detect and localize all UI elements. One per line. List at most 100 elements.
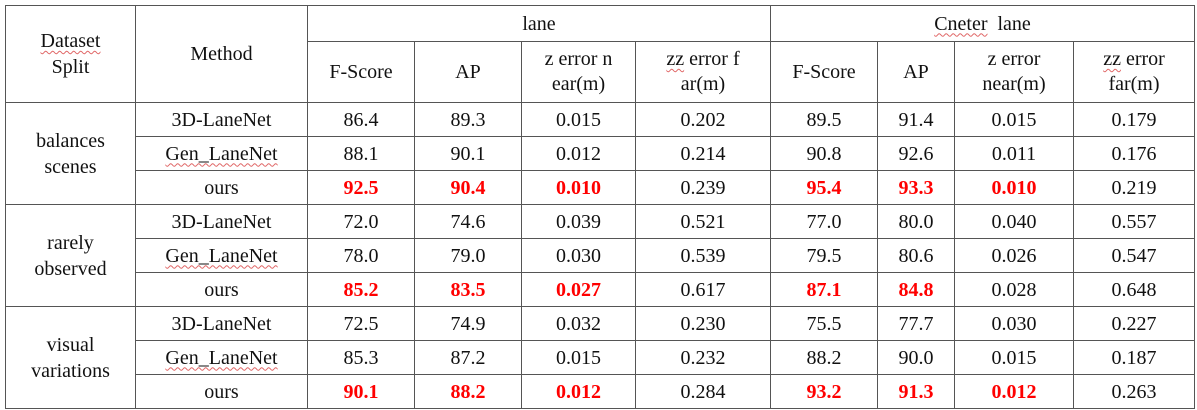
center-value-cell: 0.263 bbox=[1073, 374, 1195, 409]
method-cell: Gen_LaneNet bbox=[135, 136, 308, 171]
center-value-cell: 0.040 bbox=[954, 204, 1074, 239]
lane-value-cell: 85.2 bbox=[307, 272, 415, 307]
table-row: Gen_LaneNet 85.3 87.2 0.015 0.232 88.2 90.0 0.0… bbox=[6, 340, 1195, 375]
table-row: balances scenes 3D-LaneNet 86.4 89.3 0.015 0.… bbox=[5, 102, 1195, 205]
center-value-cell: 0.176 bbox=[1073, 136, 1195, 171]
table-row: ours 90.1 88.2 0.012 0.284 93.2 91.3 0.012 0.263 bbox=[6, 374, 1195, 409]
lane-value-cell: 0.230 bbox=[635, 306, 771, 341]
center-value-cell: 0.227 bbox=[1073, 306, 1195, 341]
group-label: visual variations bbox=[5, 306, 136, 409]
lane-value-cell: 0.010 bbox=[521, 170, 636, 205]
center-lane-group-header: Cneter lane bbox=[770, 5, 1195, 42]
lane-value-cell: 0.239 bbox=[635, 170, 771, 205]
lane-value-cell: 87.2 bbox=[414, 340, 522, 375]
center-value-cell: 0.028 bbox=[954, 272, 1074, 307]
center-value-cell: 77.7 bbox=[877, 306, 955, 341]
center-value-cell: 0.011 bbox=[954, 136, 1074, 171]
lane-value-cell: 0.214 bbox=[635, 136, 771, 171]
center-value-cell: 91.3 bbox=[877, 374, 955, 409]
center-fscore-header: F-Score bbox=[770, 41, 878, 103]
lane-value-cell: 0.202 bbox=[635, 102, 771, 137]
lane-value-cell: 86.4 bbox=[307, 102, 415, 137]
center-value-cell: 77.0 bbox=[770, 204, 878, 239]
center-value-cell: 0.179 bbox=[1073, 102, 1195, 137]
lane-value-cell: 88.2 bbox=[414, 374, 522, 409]
lane-value-cell: 72.5 bbox=[307, 306, 415, 341]
lane-value-cell: 0.030 bbox=[521, 238, 636, 273]
lane-z-far-header: zz error f ar(m) bbox=[635, 41, 771, 103]
center-value-cell: 88.2 bbox=[770, 340, 878, 375]
dataset-split-header: Dataset Split bbox=[5, 5, 136, 103]
method-cell: ours bbox=[135, 170, 308, 205]
center-value-cell: 80.6 bbox=[877, 238, 955, 273]
center-value-cell: 0.557 bbox=[1073, 204, 1195, 239]
center-value-cell: 0.648 bbox=[1073, 272, 1195, 307]
table-row: ours 85.2 83.5 0.027 0.617 87.1 84.8 0.028 0.648 bbox=[6, 272, 1195, 307]
lane-value-cell: 92.5 bbox=[307, 170, 415, 205]
results-table-container: Dataset Split Method lane Cneter lane F-… bbox=[5, 5, 1195, 409]
center-value-cell: 0.026 bbox=[954, 238, 1074, 273]
method-cell: 3D-LaneNet bbox=[135, 102, 308, 137]
center-value-cell: 93.2 bbox=[770, 374, 878, 409]
lane-value-cell: 72.0 bbox=[307, 204, 415, 239]
dataset-split-label: Dataset Split bbox=[40, 30, 101, 78]
lane-value-cell: 89.3 bbox=[414, 102, 522, 137]
lane-value-cell: 0.284 bbox=[635, 374, 771, 409]
center-value-cell: 91.4 bbox=[877, 102, 955, 137]
center-value-cell: 84.8 bbox=[877, 272, 955, 307]
lane-value-cell: 0.521 bbox=[635, 204, 771, 239]
center-value-cell: 92.6 bbox=[877, 136, 955, 171]
center-value-cell: 0.547 bbox=[1073, 238, 1195, 273]
lane-value-cell: 0.617 bbox=[635, 272, 771, 307]
method-cell: 3D-LaneNet bbox=[135, 306, 308, 341]
method-cell: ours bbox=[135, 374, 308, 409]
center-value-cell: 0.187 bbox=[1073, 340, 1195, 375]
lane-value-cell: 0.015 bbox=[521, 340, 636, 375]
lane-value-cell: 90.1 bbox=[307, 374, 415, 409]
center-value-cell: 79.5 bbox=[770, 238, 878, 273]
lane-group-header: lane bbox=[307, 5, 771, 42]
table-row: visual variations 3D-LaneNet 72.5 74.9 0.032… bbox=[5, 306, 1195, 409]
results-body: balances scenes 3D-LaneNet 86.4 89.3 0.015 0.… bbox=[5, 102, 1195, 409]
lane-value-cell: 85.3 bbox=[307, 340, 415, 375]
lane-value-cell: 90.4 bbox=[414, 170, 522, 205]
method-header: Method bbox=[135, 5, 308, 103]
center-value-cell: 0.219 bbox=[1073, 170, 1195, 205]
table-row: ours 92.5 90.4 0.010 0.239 95.4 93.3 0.010 0.219 bbox=[6, 170, 1195, 205]
method-cell: Gen_LaneNet bbox=[135, 238, 308, 273]
method-cell: ours bbox=[135, 272, 308, 307]
group-label: rarely observed bbox=[5, 204, 136, 307]
lane-value-cell: 83.5 bbox=[414, 272, 522, 307]
center-value-cell: 0.015 bbox=[954, 340, 1074, 375]
center-value-cell: 0.012 bbox=[954, 374, 1074, 409]
center-value-cell: 89.5 bbox=[770, 102, 878, 137]
center-value-cell: 0.030 bbox=[954, 306, 1074, 341]
method-cell: Gen_LaneNet bbox=[135, 340, 308, 375]
lane-value-cell: 90.1 bbox=[414, 136, 522, 171]
center-value-cell: 80.0 bbox=[877, 204, 955, 239]
center-value-cell: 90.0 bbox=[877, 340, 955, 375]
results-table: Dataset Split Method lane Cneter lane F-… bbox=[5, 5, 1195, 409]
lane-value-cell: 0.039 bbox=[521, 204, 636, 239]
group-label: balances scenes bbox=[5, 102, 136, 205]
lane-z-near-header: z error n ear(m) bbox=[521, 41, 636, 103]
lane-value-cell: 0.032 bbox=[521, 306, 636, 341]
center-value-cell: 95.4 bbox=[770, 170, 878, 205]
lane-fscore-header: F-Score bbox=[307, 41, 415, 103]
table-row: rarely observed 3D-LaneNet 72.0 74.6 0.039 0.… bbox=[5, 204, 1195, 307]
center-value-cell: 0.015 bbox=[954, 102, 1074, 137]
center-value-cell: 75.5 bbox=[770, 306, 878, 341]
lane-value-cell: 0.015 bbox=[521, 102, 636, 137]
header-row-1: Dataset Split Method lane Cneter lane bbox=[5, 5, 1195, 103]
lane-ap-header: AP bbox=[414, 41, 522, 103]
lane-value-cell: 74.9 bbox=[414, 306, 522, 341]
center-value-cell: 0.010 bbox=[954, 170, 1074, 205]
header-row-2: F-Score AP z error n ear(m) zz error f a… bbox=[6, 41, 1195, 103]
lane-value-cell: 0.232 bbox=[635, 340, 771, 375]
center-z-near-header: z error near(m) bbox=[954, 41, 1074, 103]
center-value-cell: 93.3 bbox=[877, 170, 955, 205]
lane-value-cell: 0.027 bbox=[521, 272, 636, 307]
center-value-cell: 90.8 bbox=[770, 136, 878, 171]
method-cell: 3D-LaneNet bbox=[135, 204, 308, 239]
center-lane-label: Cneter lane bbox=[934, 12, 1031, 35]
